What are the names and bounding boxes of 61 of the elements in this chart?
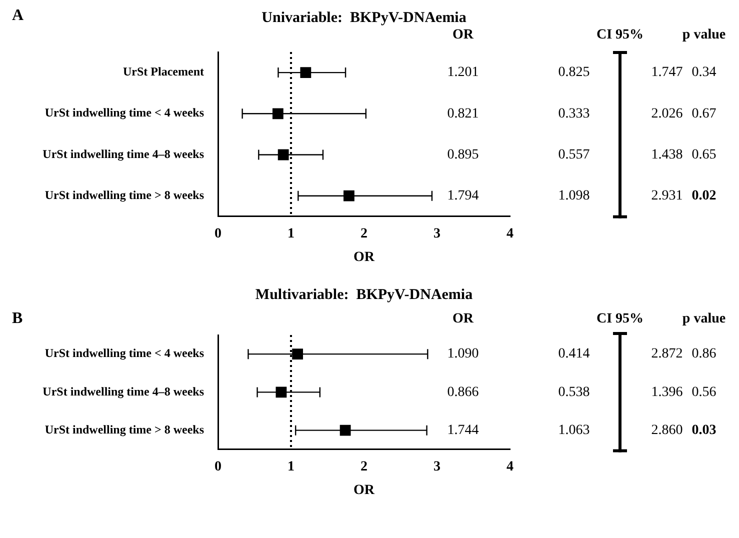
y-tick-label: UrSt indwelling time > 8 weeks	[44, 422, 204, 436]
x-tick-label: 4	[506, 226, 514, 242]
x-tick-label: 3	[434, 226, 440, 242]
x-axis-title: OR	[354, 483, 376, 498]
text: 0.333	[558, 106, 590, 122]
chart-title: Multivariable: BKPyV-DNAemia	[255, 286, 474, 303]
x-tick-label: 0	[214, 459, 222, 474]
y-tick-label: UrSt indwelling time < 4 weeks	[44, 346, 204, 360]
text: 0.67	[692, 106, 716, 122]
text: 2.860	[651, 423, 683, 438]
text: 1.098	[558, 188, 590, 204]
text: p value	[682, 28, 726, 43]
text: 0.86	[692, 346, 716, 362]
point	[278, 149, 289, 160]
text: 0.414	[558, 346, 590, 362]
text: 1.747	[651, 65, 683, 80]
x-tick-label: 2	[360, 459, 368, 474]
x-axis-title: OR	[354, 250, 376, 266]
text: 2.931	[651, 188, 683, 204]
text: B	[12, 310, 23, 328]
x-tick-label: 1	[288, 226, 294, 242]
x-tick-label: 0	[214, 226, 222, 242]
annotation: 0.821	[447, 106, 479, 122]
point	[272, 108, 284, 120]
annotation: 1.090	[447, 346, 479, 362]
text: 1.063	[558, 423, 590, 438]
text: A	[12, 7, 24, 24]
text: 2.872	[651, 346, 683, 362]
chart-title: Univariable: BKPyV-DNAemia	[262, 10, 467, 26]
x-tick-label: 1	[288, 459, 294, 474]
text: p value	[682, 312, 726, 327]
text: 0.02	[692, 188, 716, 204]
text: OR	[452, 28, 474, 43]
annotation: 1.744	[447, 423, 479, 438]
annotation: 1.201	[447, 65, 479, 80]
x-tick-label: 4	[506, 459, 514, 474]
text: 0.557	[558, 147, 590, 162]
text: CI 95%	[596, 312, 644, 327]
annotation: 0.866	[447, 384, 479, 400]
annotation: 1.794	[447, 188, 479, 204]
point	[300, 67, 312, 78]
text: 0.56	[692, 384, 716, 400]
text: 0.538	[558, 384, 590, 400]
text: 0.03	[692, 422, 716, 438]
text: 2.026	[651, 106, 683, 122]
text: 0.34	[692, 65, 716, 80]
y-tick-label: UrSt indwelling time 4–8 weeks	[42, 384, 204, 398]
text: 1.438	[651, 147, 683, 162]
y-tick-label: UrSt indwelling time < 4 weeks	[44, 106, 204, 120]
x-tick-label: 2	[360, 226, 368, 242]
x-tick-label: 3	[434, 459, 440, 474]
text: 1.396	[651, 384, 683, 400]
annotation: 0.895	[447, 147, 479, 162]
text: 0.65	[692, 147, 716, 162]
y-tick-label: UrSt indwelling time > 8 weeks	[44, 188, 204, 202]
text: 0.825	[558, 65, 590, 80]
point	[344, 190, 354, 202]
text: OR	[452, 312, 474, 327]
y-tick-label: UrSt indwelling time 4–8 weeks	[42, 146, 204, 161]
text: CI 95%	[596, 28, 644, 43]
y-tick-label: UrSt Placement	[123, 64, 204, 79]
